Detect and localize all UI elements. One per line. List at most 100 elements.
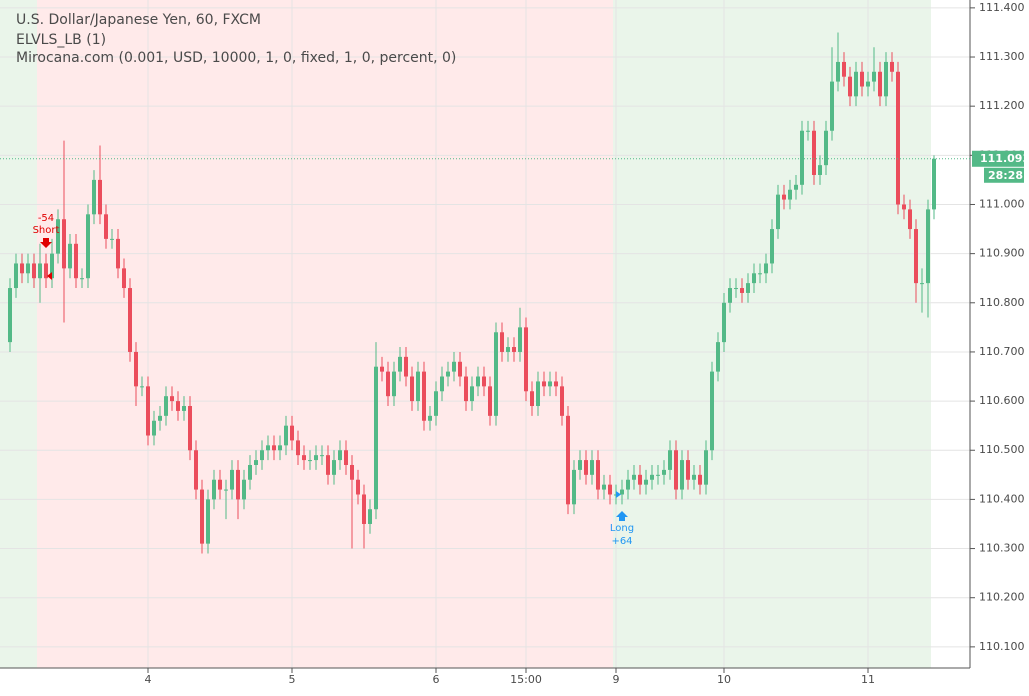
candle-body <box>50 253 54 279</box>
candle-body <box>734 288 738 290</box>
candle-body <box>380 366 384 372</box>
y-tick-label: 110.700 <box>979 345 1025 358</box>
candle-body <box>374 366 378 510</box>
candle-body <box>548 381 552 387</box>
candle-body <box>848 76 852 97</box>
candle-body <box>458 361 462 377</box>
candle-body <box>662 469 666 475</box>
y-tick-label: 110.100 <box>979 640 1025 653</box>
candle-body <box>926 209 930 284</box>
y-tick-label: 110.500 <box>979 443 1025 456</box>
y-tick-label: 111.200 <box>979 99 1025 112</box>
candle-body <box>584 460 588 475</box>
entry-arrow <box>616 491 621 498</box>
candle-body <box>308 460 312 462</box>
grid <box>0 0 970 668</box>
candle-body <box>770 229 774 264</box>
candle-body <box>476 376 480 387</box>
candle-body <box>224 489 228 491</box>
x-tick-label: 4 <box>145 673 152 686</box>
candle-body <box>362 494 366 524</box>
candle-body <box>680 460 684 490</box>
countdown-box <box>984 167 1024 183</box>
candle-body <box>722 302 726 343</box>
candle-body <box>572 469 576 505</box>
candle-body <box>320 455 324 457</box>
candle-body <box>800 130 804 185</box>
candle-body <box>152 420 156 436</box>
x-tick-label: 15:00 <box>510 673 542 686</box>
chart-title: U.S. Dollar/Japanese Yen, 60, FXCM <box>16 12 261 28</box>
candle-body <box>710 371 714 451</box>
state-band <box>37 0 613 668</box>
candle-body <box>554 381 558 387</box>
x-tick-label: 9 <box>613 673 620 686</box>
candle-body <box>530 391 534 407</box>
candle-body <box>500 332 504 352</box>
candle-body <box>98 179 102 215</box>
candle-body <box>608 484 612 495</box>
candle-body <box>146 386 150 436</box>
candle-body <box>284 425 288 446</box>
candle-body <box>332 460 336 475</box>
candle-body <box>86 214 90 279</box>
candle-body <box>134 351 138 387</box>
candle-body <box>686 460 690 480</box>
state-band <box>613 0 931 668</box>
candle-body <box>932 158 936 210</box>
candle-body <box>596 460 600 490</box>
candle-body <box>830 81 834 131</box>
candle-body <box>62 219 66 269</box>
candle-body <box>392 371 396 397</box>
candle-body <box>638 474 642 485</box>
candle-body <box>440 376 444 392</box>
candle-body <box>716 342 720 372</box>
candle-body <box>704 450 708 485</box>
candle-body <box>350 464 354 480</box>
candle-body <box>884 61 888 97</box>
candle-body <box>182 406 186 411</box>
candle-body <box>158 415 162 421</box>
candle-body <box>896 71 900 205</box>
candle-body <box>176 401 180 411</box>
candle-body <box>20 263 24 274</box>
candle-body <box>794 184 798 190</box>
candle-body <box>482 376 486 387</box>
y-tick-label: 110.800 <box>979 296 1025 309</box>
candle-body <box>128 288 132 352</box>
y-tick-label: 111.000 <box>979 197 1025 210</box>
candle-body <box>824 130 828 166</box>
candle-body <box>506 347 510 352</box>
countdown: 28:28 <box>988 169 1023 182</box>
candle-body <box>194 450 198 490</box>
indicator-label: ELVLS_LB (1) <box>16 32 106 48</box>
candle-body <box>242 479 246 500</box>
candle-body <box>428 415 432 421</box>
candle-body <box>512 347 516 352</box>
candle-body <box>422 371 426 421</box>
candle-body <box>764 263 768 274</box>
candle-body <box>494 332 498 416</box>
candle-body <box>752 273 756 284</box>
signal-pnl: +64 <box>611 536 632 547</box>
candle-body <box>842 61 846 77</box>
x-tick-label: 6 <box>433 673 440 686</box>
candle-body <box>290 425 294 441</box>
candle-body <box>878 71 882 97</box>
candle-body <box>566 415 570 505</box>
candle-body <box>302 455 306 461</box>
candle-body <box>326 455 330 475</box>
candle-body <box>698 474 702 485</box>
y-tick-label: 110.300 <box>979 542 1025 555</box>
x-tick-label: 5 <box>289 673 296 686</box>
candle-body <box>116 238 120 269</box>
candle-body <box>626 479 630 490</box>
candle-body <box>434 391 438 416</box>
candle-body <box>650 474 654 480</box>
candle-body <box>26 263 30 274</box>
candle-body <box>668 450 672 470</box>
candle-body <box>212 479 216 500</box>
candle-body <box>872 71 876 82</box>
candle-body <box>602 484 606 490</box>
candle-body <box>446 371 450 377</box>
